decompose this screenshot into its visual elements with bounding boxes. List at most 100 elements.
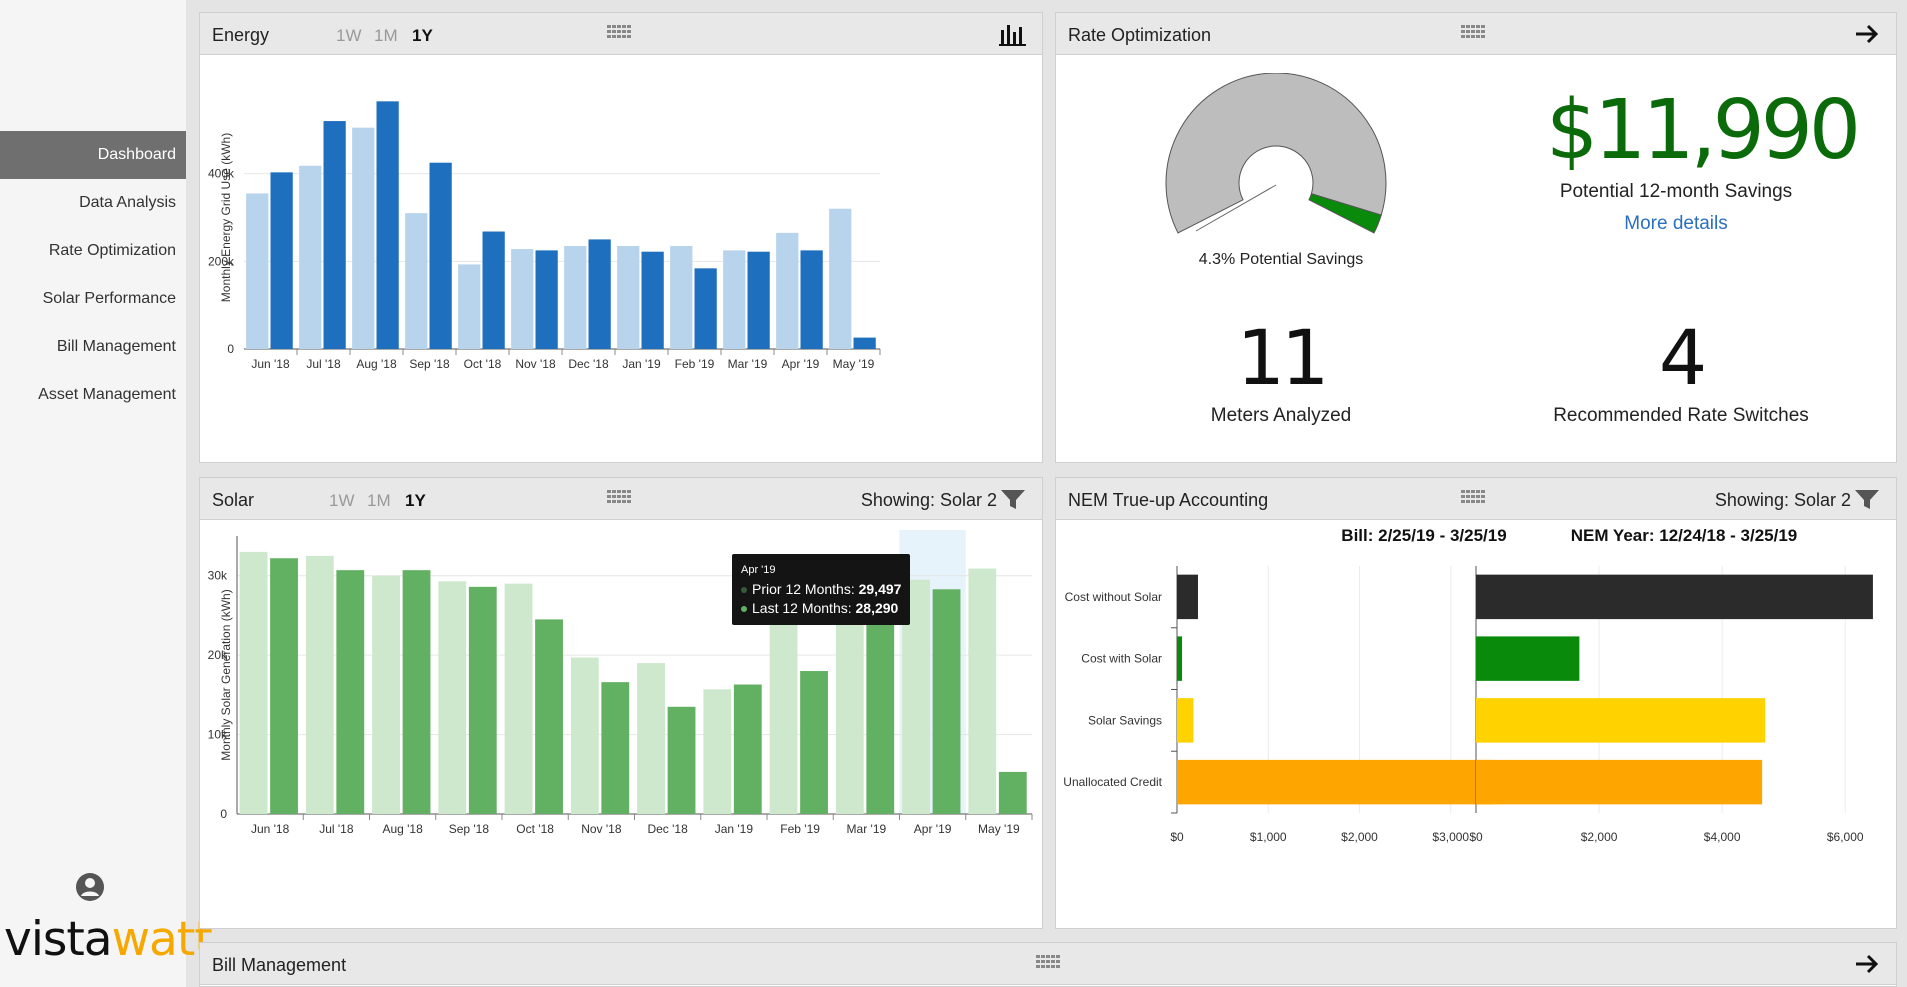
y-tick-label: 400k	[208, 167, 235, 181]
sidebar-item-solar-performance[interactable]: Solar Performance	[42, 290, 176, 307]
bar	[588, 239, 611, 349]
y-tick-label: Cost with Solar	[1081, 652, 1162, 666]
gauge-savings	[1308, 193, 1382, 234]
rate-panel-header: Rate Optimization	[1056, 13, 1896, 55]
bar	[829, 208, 852, 349]
x-tick-label: Nov '18	[581, 822, 622, 836]
bar	[694, 268, 717, 349]
x-tick-label: Mar '19	[847, 822, 887, 836]
bar	[246, 193, 269, 349]
bill-panel-header: Bill Management	[200, 943, 1896, 985]
switches-label: Recommended Rate Switches	[1553, 405, 1809, 426]
bar	[482, 231, 505, 349]
solar-panel-header: Solar 1W 1M 1Y Showing: Solar 2	[200, 478, 1042, 520]
rate-title: Rate Optimization	[1068, 25, 1212, 45]
tooltip-title: Apr '19	[741, 564, 776, 576]
energy-panel-header: Energy 1W 1M 1Y	[200, 13, 1042, 55]
bar	[535, 619, 563, 814]
sidebar-item-bill-management[interactable]: Bill Management	[56, 338, 176, 355]
y-axis-label: Monthly Solar Generation (kWh)	[219, 589, 233, 760]
bar	[305, 555, 334, 814]
bar	[998, 771, 1027, 814]
bar	[733, 684, 762, 814]
solar-panel: Solar 1W 1M 1Y Showing: Solar 2 0 10k 20k 3…	[199, 477, 1043, 929]
energy-panel: Energy 1W 1M 1Y 0 200k 400k Monthly Energy …	[199, 12, 1043, 463]
range-1y[interactable]: 1Y	[405, 491, 426, 510]
bar	[800, 250, 823, 349]
y-tick-label: Solar Savings	[1088, 713, 1162, 727]
bar	[323, 121, 346, 349]
savings-amount: $11,990	[1546, 83, 1861, 178]
x-tick-label: $2,000	[1341, 830, 1378, 844]
bar	[617, 245, 640, 349]
drag-handle-icon[interactable]	[1461, 25, 1487, 41]
sidebar-item-rate-optimization[interactable]: Rate Optimization	[48, 242, 176, 259]
x-tick-label: May '19	[978, 822, 1020, 836]
meters-label: Meters Analyzed	[1210, 405, 1352, 426]
bar	[853, 337, 876, 349]
tooltip-row-prior: Prior 12 Months: 29,497	[741, 580, 901, 599]
solar-title: Solar	[212, 490, 255, 510]
x-tick-label: Apr '19	[782, 357, 820, 371]
gauge-needle	[1195, 184, 1277, 232]
x-tick-label: Aug '18	[382, 822, 423, 836]
x-tick-label: Apr '19	[914, 822, 952, 836]
x-tick-label: Aug '18	[356, 357, 397, 371]
bar	[405, 213, 428, 349]
drag-handle-icon[interactable]	[607, 490, 633, 506]
x-tick-label: Jan '19	[715, 822, 754, 836]
sidebar-item-asset-management[interactable]: Asset Management	[38, 386, 176, 403]
x-tick-label: May '19	[833, 357, 875, 371]
solar-showing-filter[interactable]: Showing: Solar 2	[860, 490, 997, 510]
y-tick-label: Cost without Solar	[1065, 590, 1162, 604]
x-tick-label: Sep '18	[409, 357, 450, 371]
x-tick-label: Oct '18	[464, 357, 502, 371]
sidebar-nav: Dashboard Data Analysis Rate Optimizatio…	[0, 131, 186, 419]
x-tick-label: Dec '18	[647, 822, 688, 836]
nem-panel-header: NEM True-up Accounting Showing: Solar 2	[1056, 478, 1896, 520]
y-tick-label: Unallocated Credit	[1063, 775, 1162, 789]
x-tick-label: $0	[1170, 830, 1184, 844]
bar	[601, 682, 630, 814]
bar	[429, 162, 452, 349]
range-1w[interactable]: 1W	[336, 26, 362, 45]
sidebar-item-data-analysis[interactable]: Data Analysis	[79, 194, 176, 211]
bar	[336, 570, 365, 814]
range-1w[interactable]: 1W	[329, 491, 355, 510]
filter-icon[interactable]	[1852, 486, 1882, 512]
bar	[641, 251, 664, 349]
x-tick-label: Nov '18	[515, 357, 556, 371]
gauge-label: 4.3% Potential Savings	[1198, 251, 1364, 268]
bar	[866, 591, 895, 814]
savings-label: Potential 12-month Savings	[1559, 181, 1793, 202]
arrow-right-icon[interactable]	[1852, 951, 1882, 977]
bar	[270, 172, 293, 349]
more-details-link[interactable]: More details	[1624, 213, 1728, 234]
x-tick-label: Jun '18	[251, 357, 290, 371]
nem-showing-filter[interactable]: Showing: Solar 2	[1714, 490, 1851, 510]
nem-title: NEM True-up Accounting	[1068, 490, 1269, 510]
sidebar: Dashboard Data Analysis Rate Optimizatio…	[0, 0, 213, 987]
bar	[637, 663, 665, 814]
range-1y[interactable]: 1Y	[412, 26, 433, 45]
nem-chart-title: Bill: 2/25/19 - 3/25/19	[1341, 526, 1506, 545]
bar	[800, 671, 828, 814]
bar	[1476, 636, 1580, 681]
energy-title: Energy	[212, 25, 270, 45]
arrow-right-icon[interactable]	[1852, 21, 1882, 47]
range-1m[interactable]: 1M	[367, 491, 391, 510]
nem-panel: NEM True-up Accounting Showing: Solar 2 …	[1055, 477, 1897, 929]
bar	[968, 568, 997, 814]
drag-handle-icon[interactable]	[607, 25, 633, 41]
x-tick-label: Jul '18	[319, 822, 354, 836]
bar-chart-icon[interactable]	[998, 21, 1028, 47]
x-tick-label: $0	[1469, 830, 1483, 844]
bar	[468, 586, 497, 814]
sidebar-item-dashboard[interactable]: Dashboard	[0, 131, 186, 179]
y-tick-label: 0	[220, 807, 227, 821]
drag-handle-icon[interactable]	[1461, 490, 1487, 506]
drag-handle-icon[interactable]	[1036, 955, 1062, 971]
range-1m[interactable]: 1M	[374, 26, 398, 45]
filter-icon[interactable]	[998, 486, 1028, 512]
user-circle-icon[interactable]	[75, 872, 105, 902]
